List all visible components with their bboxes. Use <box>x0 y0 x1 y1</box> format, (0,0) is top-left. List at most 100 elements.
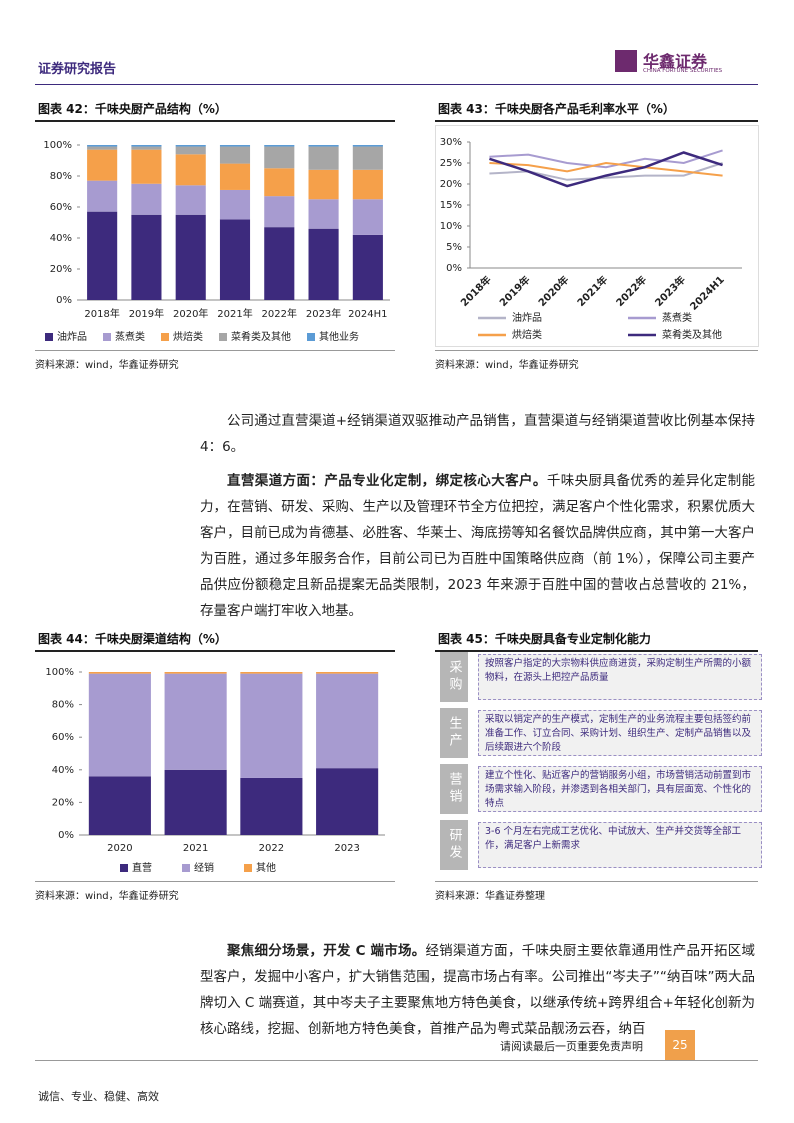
title-rule <box>35 650 395 652</box>
legend-swatch <box>45 333 53 341</box>
bar-segment <box>264 196 295 228</box>
x-tick-label: 2020年 <box>535 273 571 309</box>
legend-label: 其他业务 <box>319 330 359 343</box>
legend-swatch <box>244 864 252 872</box>
legend-label: 蒸煮类 <box>115 330 145 343</box>
text-block: 公司通过直营渠道+经销渠道双驱推动产品销售，直营渠道与经销渠道营收比例基本保持4… <box>200 408 755 624</box>
paragraph-lead: 直营渠道方面：产品专业化定制，绑定核心大客户。 <box>227 473 547 489</box>
x-tick-label: 2022 <box>259 843 284 854</box>
bar-segment <box>131 149 162 184</box>
bar-segment <box>175 145 206 147</box>
y-tick-label: 40% <box>52 765 74 776</box>
title-rule <box>35 120 395 122</box>
bar-segment <box>88 673 151 777</box>
figure-title: 图表 43：千味央厨各产品毛利率水平（%） <box>438 102 675 116</box>
title-rule <box>435 120 758 122</box>
legend-label: 其他 <box>256 861 276 874</box>
x-tick-label: 2022年 <box>262 307 297 320</box>
paragraph: 公司通过直营渠道+经销渠道双驱推动产品销售，直营渠道与经销渠道营收比例基本保持4… <box>200 408 755 460</box>
page-number: 25 <box>665 1030 695 1060</box>
bar-segment <box>264 227 295 300</box>
bar-segment <box>264 146 295 169</box>
bar-segment <box>352 234 383 300</box>
legend-swatch <box>307 333 315 341</box>
logo-mark <box>615 50 637 72</box>
row-label: 营销 <box>440 764 468 814</box>
y-tick-label: 15% <box>440 200 462 211</box>
x-tick-label: 2020 <box>107 843 132 854</box>
figure-title: 图表 42：千味央厨产品结构（%） <box>38 102 227 116</box>
row-label: 采购 <box>440 652 468 702</box>
y-tick-label: 20% <box>50 264 72 275</box>
x-tick-label: 2023年 <box>306 307 341 320</box>
line-series <box>489 149 723 169</box>
x-tick-label: 2018年 <box>84 307 119 320</box>
y-tick-label: 25% <box>440 158 462 169</box>
bar-segment <box>87 180 118 212</box>
y-tick-label: 60% <box>52 732 74 743</box>
legend-label: 菜肴类及其他 <box>231 330 291 343</box>
capability-row: 采购 按照客户指定的大宗物料供应商进货，采购定制生产所需的小额物料，在源头上把控产… <box>440 652 762 702</box>
logo-cn: 华鑫证券 <box>643 52 708 71</box>
x-tick-label: 2024H1 <box>348 309 387 320</box>
figure-title: 图表 45：千味央厨具备专业定制化能力 <box>438 632 651 646</box>
bar-segment <box>219 189 251 220</box>
row-label: 生产 <box>440 708 468 758</box>
bar-segment <box>131 146 162 150</box>
source: 资料来源：wind，华鑫证券研究 <box>35 350 395 371</box>
footer-motto: 诚信、专业、稳健、高效 <box>38 1090 159 1103</box>
bar-segment <box>308 145 339 147</box>
x-tick-label: 2021年 <box>217 307 252 320</box>
paragraph: 聚焦细分场景，开发 C 端市场。经销渠道方面，千味央厨主要依靠通用性产品开拓区域… <box>200 938 755 1042</box>
y-tick-label: 80% <box>50 171 72 182</box>
bar-segment <box>240 673 303 778</box>
bar-segment <box>87 149 118 181</box>
x-tick-label: 2019年 <box>497 273 533 309</box>
legend-swatch <box>182 864 190 872</box>
bar-segment <box>164 673 227 770</box>
x-tick-label: 2023 <box>334 843 359 854</box>
legend-label: 油炸品 <box>512 311 542 324</box>
legend-label: 蒸煮类 <box>662 311 692 324</box>
bar-segment <box>240 777 303 835</box>
capability-row: 生产 采取以销定产的生产模式，定制生产的业务流程主要包括签约前准备工作、订立合同、… <box>440 708 762 758</box>
chart-frame <box>435 125 759 347</box>
legend-label: 烘焙类 <box>173 330 203 343</box>
y-tick-label: 0% <box>446 263 462 274</box>
bar-segment <box>175 146 206 155</box>
row-text: 采取以销定产的生产模式，定制生产的业务流程主要包括签约前准备工作、订立合同、采购… <box>478 710 762 756</box>
capability-row: 研发 3-6 个月左右完成工艺优化、中试放大、生产并交货等全部工作，满足客户上新需… <box>440 820 762 870</box>
paragraph-text: 经销渠道方面，千味央厨主要依靠通用性产品开拓区域型客户，发掘中小客户，扩大销售范… <box>200 943 755 1037</box>
y-tick-label: 20% <box>440 179 462 190</box>
legend-label: 直营 <box>132 861 152 874</box>
row-text: 按照客户指定的大宗物料供应商进货，采购定制生产所需的小额物料，在源头上把控产品质… <box>478 654 762 700</box>
bar-segment <box>308 146 339 170</box>
logo-en: CHINA FORTUNE SECURITIES <box>643 68 723 74</box>
disclaimer-note: 请阅读最后一页重要免责声明 <box>500 1040 643 1053</box>
bar-segment <box>264 168 295 197</box>
figure-title: 图表 44：千味央厨渠道结构（%） <box>38 632 227 646</box>
bar-segment <box>88 776 151 835</box>
y-tick-label: 80% <box>52 700 74 711</box>
line-series <box>489 161 723 177</box>
x-tick-label: 2020年 <box>173 307 208 320</box>
row-label: 研发 <box>440 820 468 870</box>
paragraph-lead: 聚焦细分场景，开发 C 端市场。 <box>227 943 426 959</box>
bar-segment <box>219 146 251 164</box>
x-tick-label: 2021年 <box>574 273 610 309</box>
y-tick-label: 0% <box>58 830 74 841</box>
paragraph: 直营渠道方面：产品专业化定制，绑定核心大客户。千味央厨具备优秀的差异化定制能力，… <box>200 468 755 624</box>
bar-segment <box>316 672 379 674</box>
legend-label: 菜肴类及其他 <box>662 328 722 341</box>
bar-segment <box>87 146 118 150</box>
capability-row: 营销 建立个性化、贴近客户的营销服务小组，市场营销活动前置到市场需求输入阶段，并渗… <box>440 764 762 814</box>
bar-segment <box>131 214 162 300</box>
x-tick-label: 2023年 <box>652 273 688 309</box>
bar-segment <box>164 672 227 674</box>
bar-segment <box>175 185 206 215</box>
y-tick-label: 100% <box>43 140 72 151</box>
bar-segment <box>131 145 162 147</box>
legend-swatch <box>120 864 128 872</box>
